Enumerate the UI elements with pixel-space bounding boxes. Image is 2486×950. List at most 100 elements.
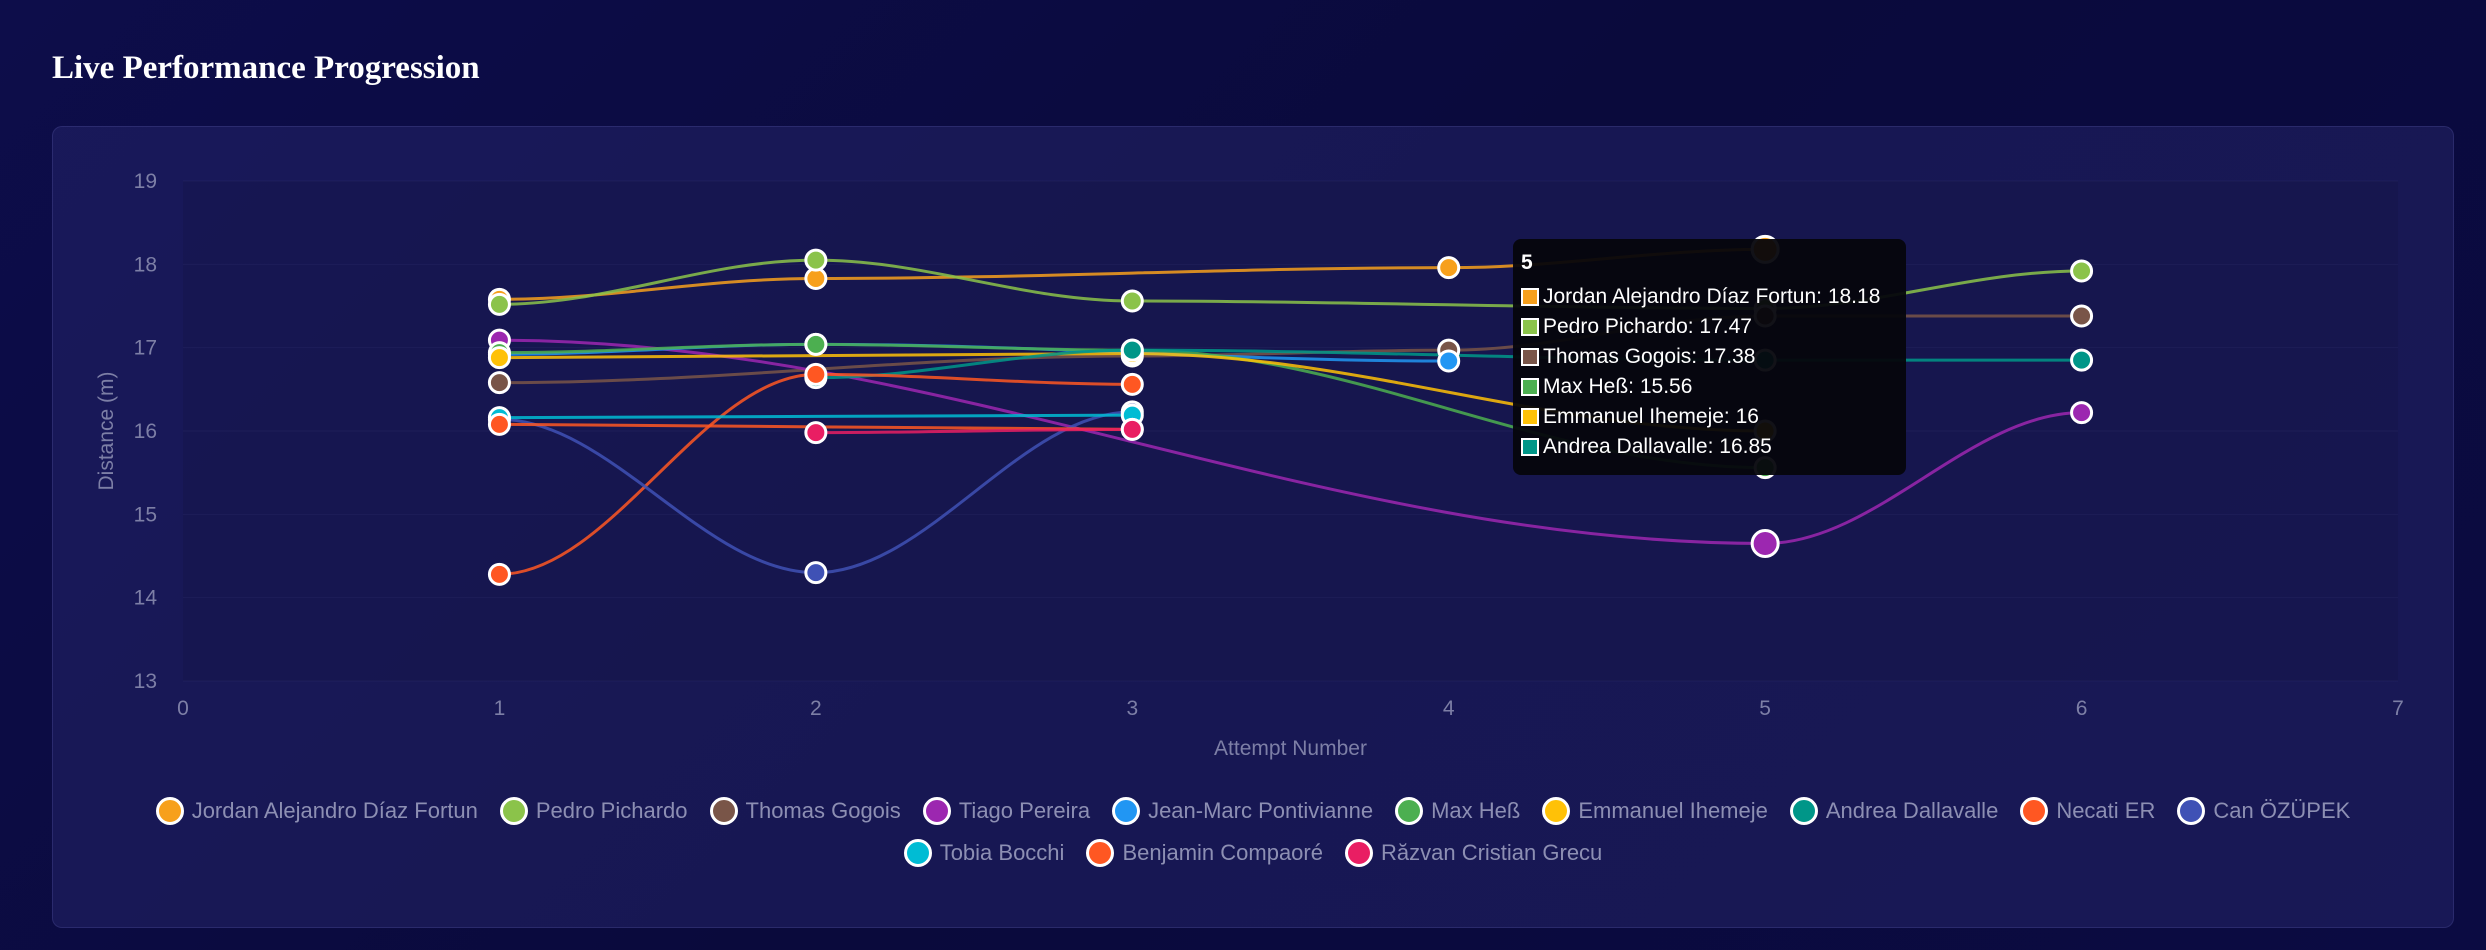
legend-row: Tobia Bocchi Benjamin Compaoré Răzvan Cris… [53,839,2453,867]
chart-legend: Jordan Alejandro Díaz Fortun Pedro Pichar… [53,797,2453,881]
legend-swatch [2020,797,2049,825]
data-point-max-he-1[interactable] [804,332,828,356]
x-axis-label: Attempt Number [1214,737,1367,760]
legend-swatch [1395,797,1424,825]
legend-item-can-ozupek[interactable]: Can ÖZÜPEK [2177,797,2350,825]
data-point-necati-er-2[interactable] [1120,372,1144,396]
data-point-andrea-dallavalle-3[interactable] [2070,348,2094,372]
legend-item-andrea-dallavalle[interactable]: Andrea Dallavalle [1789,797,1998,825]
legend-label: Tobia Bocchi [939,840,1065,865]
legend-item-razvan-cristian-grecu[interactable]: Răzvan Cristian Grecu [1344,839,1603,867]
y-tick-label: 13 [134,670,157,693]
series-line-razvan-cristian-grecu[interactable] [815,427,1133,435]
series-line-max-he[interactable] [499,342,1766,470]
tooltip-row: Jordan Alejandro Díaz Fortun: 18.18 [1521,285,1898,309]
y-tick-label: 16 [134,420,157,443]
tooltip-swatch [1521,288,1539,306]
tooltip-swatch [1521,438,1539,456]
x-tick-label: 6 [2076,697,2088,720]
data-point-can-ozupek-1[interactable] [804,561,828,585]
legend-item-thomas-gogois[interactable]: Thomas Gogois [709,797,901,825]
data-point-emmanuel-ihemeje-0[interactable] [487,346,511,370]
page-title: Live Performance Progression [52,50,480,86]
legend-item-max-he[interactable]: Max Heß [1395,797,1520,825]
legend-item-tiago-pereira[interactable]: Tiago Pereira [922,797,1091,825]
legend-item-jean-marc-pontivianne[interactable]: Jean-Marc Pontivianne [1112,797,1373,825]
tooltip-label: Jordan Alejandro Díaz Fortun: 18.18 [1543,285,1881,308]
legend-label: Can ÖZÜPEK [2213,798,2351,823]
y-axis-label: Distance (m) [95,371,118,490]
data-point-tiago-pereira-2[interactable] [2070,401,2094,425]
series-line-tobia-bocchi[interactable] [499,413,1133,420]
x-tick-label: 4 [1443,697,1455,720]
chart-panel: 13 14 15 16 17 18 19 0 1 2 3 4 5 6 7 Attempt Number Dist… [52,126,2454,928]
legend-label: Max Heß [1431,798,1521,823]
x-tick-label: 5 [1759,697,1771,720]
points-layer [487,234,2094,586]
legend-label: Emmanuel Ihemeje [1578,798,1768,823]
legend-item-tobia-bocchi[interactable]: Tobia Bocchi [903,839,1065,867]
tooltip-label: Emmanuel Ihemeje: 16 [1543,405,1759,428]
data-point-jordan-alejandro-diaz-fortun-2[interactable] [1437,256,1461,280]
data-point-andrea-dallavalle-1[interactable] [1120,338,1144,362]
legend-label: Jean-Marc Pontivianne [1148,798,1374,823]
legend-label: Thomas Gogois [745,798,901,823]
tooltip-row: Emmanuel Ihemeje: 16 [1521,405,1898,429]
legend-swatch [1086,839,1115,867]
x-tick-label: 3 [1126,697,1138,720]
data-point-benjamin-compaore-0[interactable] [487,412,511,436]
x-tick-label: 0 [177,697,189,720]
data-point-thomas-gogois-4[interactable] [2070,304,2094,328]
line-chart[interactable]: 13 14 15 16 17 18 19 0 1 2 3 4 5 6 7 Attempt Number Dist… [53,127,2453,777]
legend-swatch [155,797,184,825]
tooltip-label: Max Heß: 15.56 [1543,375,1693,398]
y-tick-label: 14 [134,587,158,610]
data-point-necati-er-0[interactable] [487,562,511,586]
tooltip-swatch [1521,318,1539,336]
legend-label: Jordan Alejandro Díaz Fortun [191,798,478,823]
label-layer: 13 14 15 16 17 18 19 0 1 2 3 4 5 6 7 Attempt Number Dist… [95,170,2404,760]
y-tick-label: 15 [134,503,157,526]
legend-item-emmanuel-ihemeje[interactable]: Emmanuel Ihemeje [1542,797,1768,825]
legend-swatch [499,797,528,825]
tooltip-row: Max Heß: 15.56 [1521,375,1898,399]
data-point-tiago-pereira-1[interactable] [1750,529,1780,558]
legend-swatch [709,797,738,825]
legend-item-pedro-pichardo[interactable]: Pedro Pichardo [499,797,688,825]
tooltip-label: Pedro Pichardo: 17.47 [1543,315,1752,338]
tooltip-row: Thomas Gogois: 17.38 [1521,345,1898,369]
legend-label: Răzvan Cristian Grecu [1380,840,1603,865]
legend-swatch [1112,797,1141,825]
legend-swatch [922,797,951,825]
data-point-thomas-gogois-0[interactable] [487,371,511,395]
legend-item-jordan-alejandro-diaz-fortun[interactable]: Jordan Alejandro Díaz Fortun [155,797,478,825]
tooltip-rows: Jordan Alejandro Díaz Fortun: 18.18 Pedro… [1521,285,1898,459]
tooltip-row: Pedro Pichardo: 17.47 [1521,315,1898,339]
legend-label: Benjamin Compaoré [1122,840,1323,865]
chart-tooltip: 5 Jordan Alejandro Díaz Fortun: 18.18 Ped… [1513,239,1906,475]
legend-item-benjamin-compaore[interactable]: Benjamin Compaoré [1086,839,1323,867]
legend-item-necati-er[interactable]: Necati ER [2020,797,2155,825]
tooltip-swatch [1521,348,1539,366]
tooltip-label: Andrea Dallavalle: 16.85 [1543,435,1772,458]
legend-swatch [1789,797,1818,825]
data-point-necati-er-1[interactable] [804,362,828,386]
legend-swatch [1344,839,1373,867]
grid-layer [183,180,2398,682]
legend-label: Pedro Pichardo [535,798,688,823]
legend-label: Tiago Pereira [958,798,1091,823]
x-tick-label: 2 [810,697,822,720]
tooltip-row: Andrea Dallavalle: 16.85 [1521,435,1898,459]
tooltip-label: Thomas Gogois: 17.38 [1543,345,1756,368]
series-line-necati-er[interactable] [499,372,1133,576]
data-point-pedro-pichardo-0[interactable] [487,292,511,316]
data-point-pedro-pichardo-4[interactable] [2070,259,2094,283]
data-point-razvan-cristian-grecu-0[interactable] [804,421,828,445]
data-point-jean-marc-pontivianne-2[interactable] [1437,349,1461,373]
legend-label: Necati ER [2056,798,2156,823]
tooltip-swatch [1521,408,1539,426]
data-point-pedro-pichardo-1[interactable] [804,248,828,272]
data-point-razvan-cristian-grecu-1[interactable] [1120,417,1144,441]
data-point-pedro-pichardo-2[interactable] [1120,289,1144,313]
legend-swatch [903,839,932,867]
